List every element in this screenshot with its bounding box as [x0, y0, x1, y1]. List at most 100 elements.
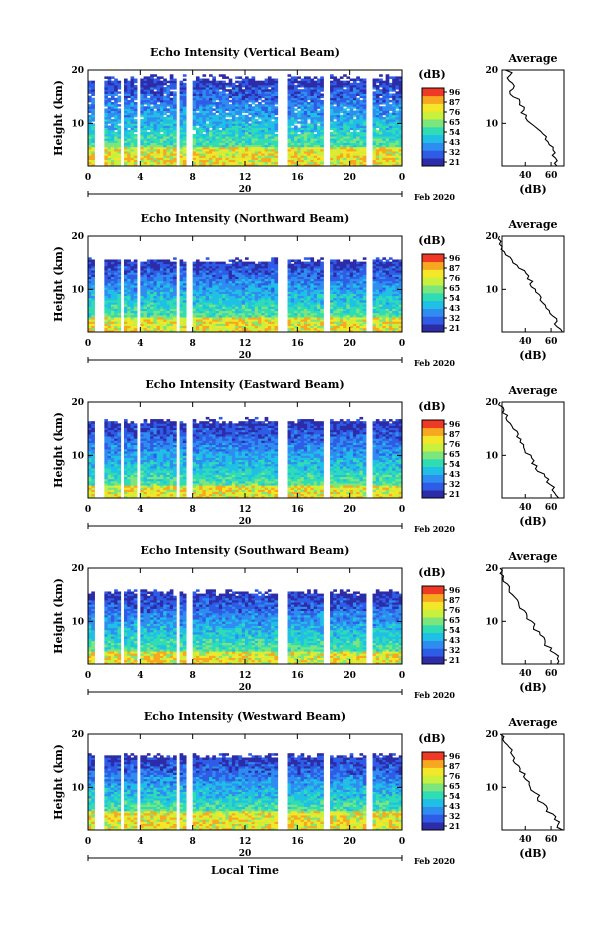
heatmap-cell — [222, 161, 226, 165]
heatmap-cell — [385, 140, 390, 143]
heatmap-cell — [316, 80, 321, 84]
heatmap-cell — [182, 151, 187, 154]
heatmap-cell — [156, 259, 161, 262]
heatmap-cell — [307, 106, 311, 109]
heatmap-cell — [156, 263, 161, 267]
heatmap-cell — [130, 125, 135, 128]
heatmap-cell — [169, 74, 174, 77]
heatmap-cell — [392, 136, 396, 139]
heatmap-cell — [199, 144, 203, 148]
heatmap-cell — [267, 121, 272, 124]
heatmap-cell — [343, 119, 347, 122]
heatmap-cell — [241, 102, 246, 105]
heatmap-cell — [222, 142, 226, 146]
heatmap-cell — [398, 119, 403, 122]
heatmap-cell — [398, 161, 403, 165]
heatmap-cell — [238, 129, 243, 133]
heatmap-cell — [169, 97, 174, 101]
heatmap-cell — [300, 127, 305, 131]
heatmap-cell — [231, 84, 236, 88]
heatmap-cell — [264, 91, 269, 94]
heatmap-cell — [339, 134, 344, 137]
heatmap-cell — [248, 82, 252, 86]
heatmap-cell — [110, 142, 115, 146]
heatmap-cell — [195, 131, 200, 135]
heatmap-cell — [156, 121, 161, 124]
heatmap-cell — [205, 80, 210, 84]
heatmap-cell — [107, 317, 112, 320]
heatmap-cell — [107, 263, 112, 267]
heatmap-cell — [392, 80, 396, 84]
heatmap-cell — [114, 285, 118, 288]
heatmap-cell — [110, 302, 115, 305]
heatmap-cell — [313, 93, 318, 96]
heatmap-cell — [212, 131, 216, 135]
heatmap-cell — [307, 78, 311, 82]
heatmap-cell — [218, 104, 223, 107]
heatmap-cell — [245, 136, 249, 139]
heatmap-cell — [150, 280, 154, 284]
heatmap-cell — [117, 155, 122, 158]
heatmap-cell — [379, 112, 383, 116]
heatmap-cell — [362, 153, 367, 156]
heatmap-cell — [156, 261, 161, 265]
heatmap-cell — [114, 131, 118, 135]
heatmap-cell — [88, 272, 92, 275]
heatmap-cell — [372, 116, 377, 120]
heatmap-cell — [395, 102, 400, 105]
heatmap-cell — [205, 99, 210, 103]
heatmap-cell — [143, 155, 148, 158]
heatmap-cell — [107, 114, 112, 118]
heatmap-cell — [123, 91, 128, 94]
heatmap-cell — [372, 148, 377, 152]
heatmap-cell — [173, 138, 177, 141]
heatmap-cell — [222, 131, 226, 135]
heatmap-cell — [231, 157, 236, 160]
heatmap-cell — [114, 268, 118, 271]
heatmap-cell — [133, 127, 138, 131]
heatmap-cell — [205, 95, 210, 99]
heatmap-cell — [166, 127, 171, 131]
heatmap-cell — [182, 121, 187, 124]
heatmap-cell — [146, 87, 151, 90]
heatmap-cell — [346, 134, 351, 137]
heatmap-cell — [362, 119, 367, 122]
heatmap-cell — [218, 93, 223, 96]
heatmap-cell — [307, 129, 311, 133]
heatmap-cell — [182, 87, 187, 90]
heatmap-cell — [235, 108, 239, 111]
heatmap-cell — [231, 87, 236, 90]
heatmap-cell — [248, 125, 252, 128]
heatmap-cell — [159, 157, 164, 160]
heatmap-cell — [303, 91, 308, 94]
heatmap-cell — [91, 308, 95, 312]
heatmap-cell — [349, 146, 354, 150]
heatmap-cell — [140, 280, 144, 284]
heatmap-cell — [316, 136, 321, 139]
heatmap-cell — [114, 127, 118, 131]
heatmap-cell — [159, 263, 164, 267]
heatmap-cell — [248, 140, 252, 143]
heatmap-cell — [241, 104, 246, 107]
heatmap-cell — [146, 138, 151, 141]
heatmap-cell — [212, 125, 216, 128]
heatmap-cell — [143, 80, 148, 84]
heatmap-cell — [209, 157, 213, 160]
heatmap-cell — [212, 121, 216, 124]
heatmap-cell — [169, 110, 174, 114]
heatmap-cell — [320, 112, 324, 116]
heatmap-cell — [192, 97, 197, 101]
heatmap-cell — [245, 121, 249, 124]
heatmap-cell — [123, 289, 128, 292]
heatmap-cell — [146, 155, 151, 158]
heatmap-cell — [133, 108, 138, 111]
heatmap-cell — [159, 291, 164, 294]
heatmap-cell — [379, 136, 383, 139]
heatmap-cell — [356, 116, 360, 120]
heatmap-cell — [104, 327, 109, 331]
heatmap-cell — [382, 84, 387, 88]
heatmap-cell — [359, 102, 364, 105]
heatmap-cell — [320, 142, 324, 146]
heatmap-cell — [300, 138, 305, 141]
heatmap-cell — [130, 99, 135, 103]
